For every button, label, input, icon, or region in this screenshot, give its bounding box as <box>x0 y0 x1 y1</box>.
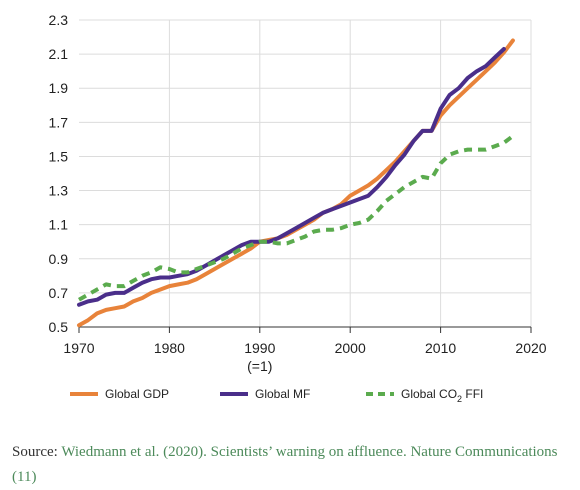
y-tick-label: 2.1 <box>49 46 69 62</box>
y-tick-label: 0.5 <box>49 319 69 335</box>
y-tick-label: 1.1 <box>49 217 69 233</box>
legend: Global GDP Global MF Global CO2 FFI <box>70 387 483 404</box>
source-caption: Source: Wiedmann et al. (2020). Scientis… <box>12 440 572 490</box>
y-tick-label: 2.3 <box>49 12 69 28</box>
line-chart: 0.50.70.91.11.31.51.71.92.12.3 1970 1980 1… <box>49 12 547 404</box>
x-tick-label: 1980 <box>154 340 185 356</box>
legend-label: Global CO2 FFI <box>401 387 483 404</box>
x-tick-label: 1970 <box>63 340 94 356</box>
grid-lines <box>79 19 532 327</box>
y-tick-label: 1.3 <box>49 183 69 199</box>
y-tick-labels: 0.5 0.7 0.9 1.1 1.3 1.5 1.7 1.9 2.1 2.3 <box>49 12 69 335</box>
x-tick-label: 2000 <box>335 340 366 356</box>
data-series <box>77 38 515 328</box>
legend-label: Global GDP <box>105 387 169 401</box>
source-link[interactable]: Wiedmann et al. (2020). Scientists’ warn… <box>12 444 558 485</box>
x-subtick-label: (=1) <box>247 358 272 374</box>
y-tick-label: 1.5 <box>49 148 69 164</box>
y-tick-label: 1.7 <box>49 114 69 130</box>
x-tick-label: 2010 <box>425 340 456 356</box>
legend-label: Global MF <box>255 387 310 401</box>
x-tick-label: 1990 <box>244 340 275 356</box>
y-tick-label: 1.9 <box>49 80 69 96</box>
series-line <box>77 47 506 307</box>
x-tick-labels: 1970 1980 1990 2000 2010 2020 (=1) <box>63 327 547 374</box>
legend-suffix: FFI <box>462 387 483 401</box>
legend-subscript: 2 <box>457 394 462 404</box>
series-1 <box>77 47 506 307</box>
x-tick-label: 2020 <box>515 340 546 356</box>
y-tick-label: 0.9 <box>49 251 69 267</box>
caption-prefix: Source: <box>12 444 62 460</box>
series-2 <box>78 134 515 302</box>
series-line <box>78 134 515 302</box>
y-tick-label: 0.7 <box>49 285 69 301</box>
